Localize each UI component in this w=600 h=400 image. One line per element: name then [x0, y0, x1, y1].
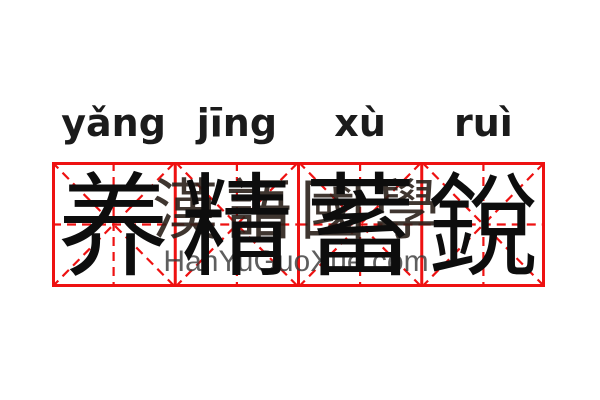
pinyin-label: jīng	[196, 101, 278, 145]
pinyin-label: yǎng	[61, 101, 166, 145]
grid-cell	[52, 162, 177, 287]
hanzi-character: 养	[57, 163, 170, 293]
character-practice-grid	[52, 162, 545, 287]
watermark-hanzi: 漢語國學	[152, 172, 448, 249]
grid-cell	[174, 162, 300, 287]
grid-cell	[420, 162, 545, 287]
pinyin-label: xù	[334, 101, 386, 145]
watermark-url: HanYuGuoXue.com	[163, 245, 429, 278]
grid-cell	[297, 162, 423, 287]
hanzi-character: 銳	[427, 163, 540, 293]
hanzi-character: 蓄	[304, 163, 417, 293]
hanzi-character: 精	[180, 163, 293, 293]
pinyin-label: ruì	[453, 101, 513, 145]
